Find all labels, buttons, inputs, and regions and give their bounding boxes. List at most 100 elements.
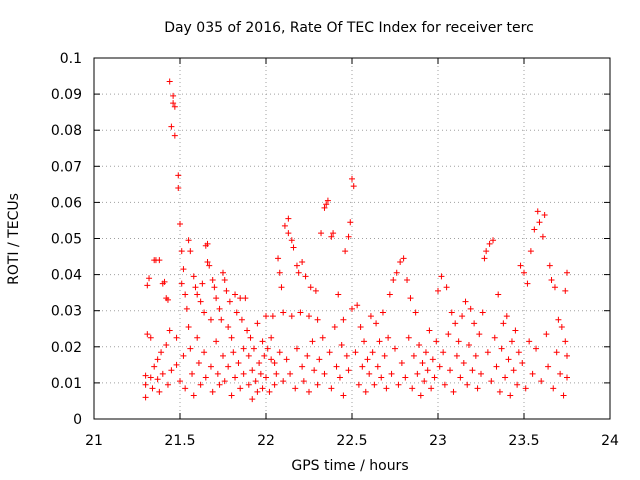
data-point	[409, 385, 416, 392]
data-point	[144, 331, 151, 338]
data-point	[178, 280, 185, 287]
data-point	[545, 363, 552, 370]
data-point	[151, 363, 158, 370]
data-point	[216, 381, 223, 388]
data-point	[240, 345, 247, 352]
data-point	[280, 309, 287, 316]
data-point	[213, 338, 220, 345]
data-point	[519, 360, 526, 367]
data-point	[457, 374, 464, 381]
data-point	[263, 374, 269, 381]
data-point	[218, 316, 225, 323]
data-point	[214, 370, 221, 377]
data-point	[180, 266, 187, 273]
data-point	[275, 255, 282, 262]
data-point	[324, 197, 331, 204]
data-point	[362, 388, 369, 395]
y-tick-label: 0.09	[51, 87, 82, 103]
data-point	[349, 175, 355, 182]
data-point	[483, 248, 490, 255]
data-point	[558, 323, 565, 330]
data-point	[158, 349, 165, 356]
data-point	[190, 273, 197, 280]
y-tick-label: 0.01	[51, 376, 82, 392]
data-point	[232, 374, 239, 381]
data-point	[435, 287, 441, 294]
data-point	[371, 381, 378, 388]
data-point	[400, 255, 407, 262]
data-point	[312, 287, 319, 294]
data-point	[478, 370, 484, 377]
data-point	[163, 341, 170, 348]
data-point	[507, 392, 514, 399]
data-point	[448, 309, 455, 316]
data-point	[142, 381, 149, 388]
data-point	[189, 370, 196, 377]
data-point	[441, 381, 448, 388]
data-point	[263, 313, 269, 320]
data-point	[314, 381, 321, 388]
data-point	[424, 367, 431, 374]
data-point	[164, 296, 171, 303]
data-point	[361, 338, 368, 345]
data-point	[252, 378, 259, 385]
data-point	[529, 370, 536, 377]
data-point	[496, 388, 503, 395]
y-tick-labels: 0 0.01 0.02 0.03 0.04 0.05 0.06 0.07 0.08 0.09 0.1	[51, 51, 82, 428]
data-point	[237, 385, 244, 392]
data-point	[223, 287, 230, 294]
data-point	[293, 345, 300, 352]
data-point	[335, 291, 342, 298]
data-point	[436, 363, 443, 370]
data-point	[331, 323, 338, 330]
data-point	[154, 376, 161, 383]
data-point	[271, 381, 278, 388]
data-point	[417, 392, 424, 399]
data-point	[170, 100, 177, 107]
data-point	[287, 370, 294, 377]
data-point	[173, 334, 180, 341]
data-point	[209, 388, 216, 395]
data-point	[333, 363, 340, 370]
data-point	[302, 273, 309, 280]
y-tick-label: 0.04	[51, 268, 82, 284]
data-point	[142, 372, 149, 379]
data-point	[276, 349, 283, 356]
data-point	[190, 392, 197, 399]
data-point	[402, 374, 409, 381]
data-point	[235, 360, 242, 367]
data-point	[517, 262, 524, 269]
data-point	[306, 313, 312, 320]
data-point	[512, 327, 519, 334]
x-tick-label: 22.5	[336, 433, 367, 449]
data-point	[479, 309, 486, 316]
data-point	[175, 184, 182, 191]
data-point	[164, 381, 171, 388]
data-point	[536, 219, 543, 226]
data-point	[347, 219, 354, 226]
x-tick-label: 23	[429, 433, 447, 449]
data-point	[283, 356, 290, 363]
data-point	[474, 385, 481, 392]
data-point	[345, 367, 352, 374]
data-point	[410, 352, 417, 359]
data-point	[180, 352, 187, 359]
data-point	[522, 385, 529, 392]
data-point	[319, 334, 326, 341]
data-point	[467, 305, 474, 312]
data-point	[182, 385, 189, 392]
data-point	[443, 284, 450, 291]
data-point	[299, 258, 306, 265]
data-point	[147, 334, 154, 341]
data-point	[166, 327, 173, 334]
data-point	[314, 316, 321, 323]
data-point	[254, 320, 261, 327]
data-point	[551, 284, 558, 291]
data-point	[161, 278, 168, 285]
data-point	[328, 385, 335, 392]
data-point	[194, 334, 201, 341]
data-point	[257, 370, 264, 377]
data-point	[526, 338, 533, 345]
data-point	[194, 291, 201, 298]
